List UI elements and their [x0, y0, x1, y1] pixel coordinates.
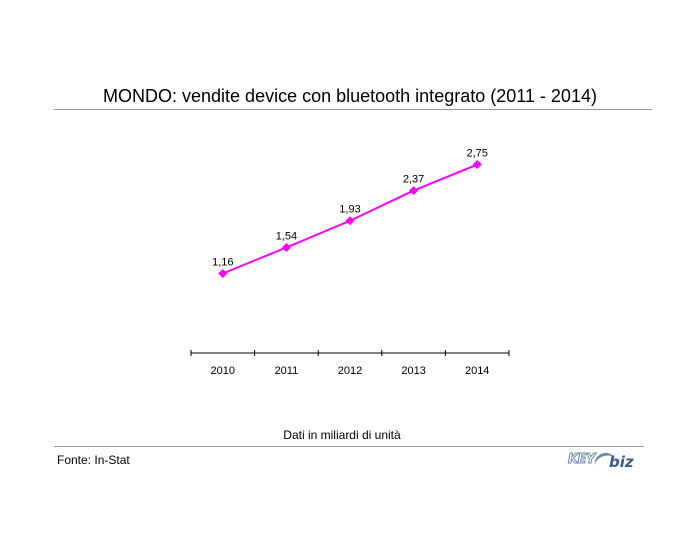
data-point — [472, 160, 482, 170]
x-tick-label: 2013 — [401, 365, 425, 377]
data-point — [218, 269, 228, 279]
data-label: 2,37 — [403, 174, 424, 186]
data-label: 2,75 — [466, 148, 487, 160]
data-point — [409, 186, 419, 196]
data-point — [345, 216, 355, 226]
data-point — [281, 242, 291, 252]
chart-title: MONDO: vendite device con bluetooth inte… — [103, 86, 597, 106]
x-tick-label: 2010 — [211, 365, 235, 377]
data-label: 1,93 — [339, 204, 360, 216]
logo-biz-text: biz — [609, 453, 634, 471]
source-label: Fonte: In-Stat — [57, 453, 130, 467]
title-divider — [54, 109, 652, 110]
data-label: 1,16 — [212, 257, 233, 269]
units-note: Dati in miliardi di unità — [283, 428, 401, 442]
footer-divider — [54, 446, 644, 447]
x-tick-label: 2014 — [465, 365, 489, 377]
logo-key-text: KEY — [568, 452, 596, 468]
x-tick-label: 2012 — [338, 365, 362, 377]
keybiz-logo: KEY biz — [568, 450, 640, 474]
data-label: 1,54 — [276, 230, 297, 242]
x-tick-label: 2011 — [275, 365, 299, 377]
